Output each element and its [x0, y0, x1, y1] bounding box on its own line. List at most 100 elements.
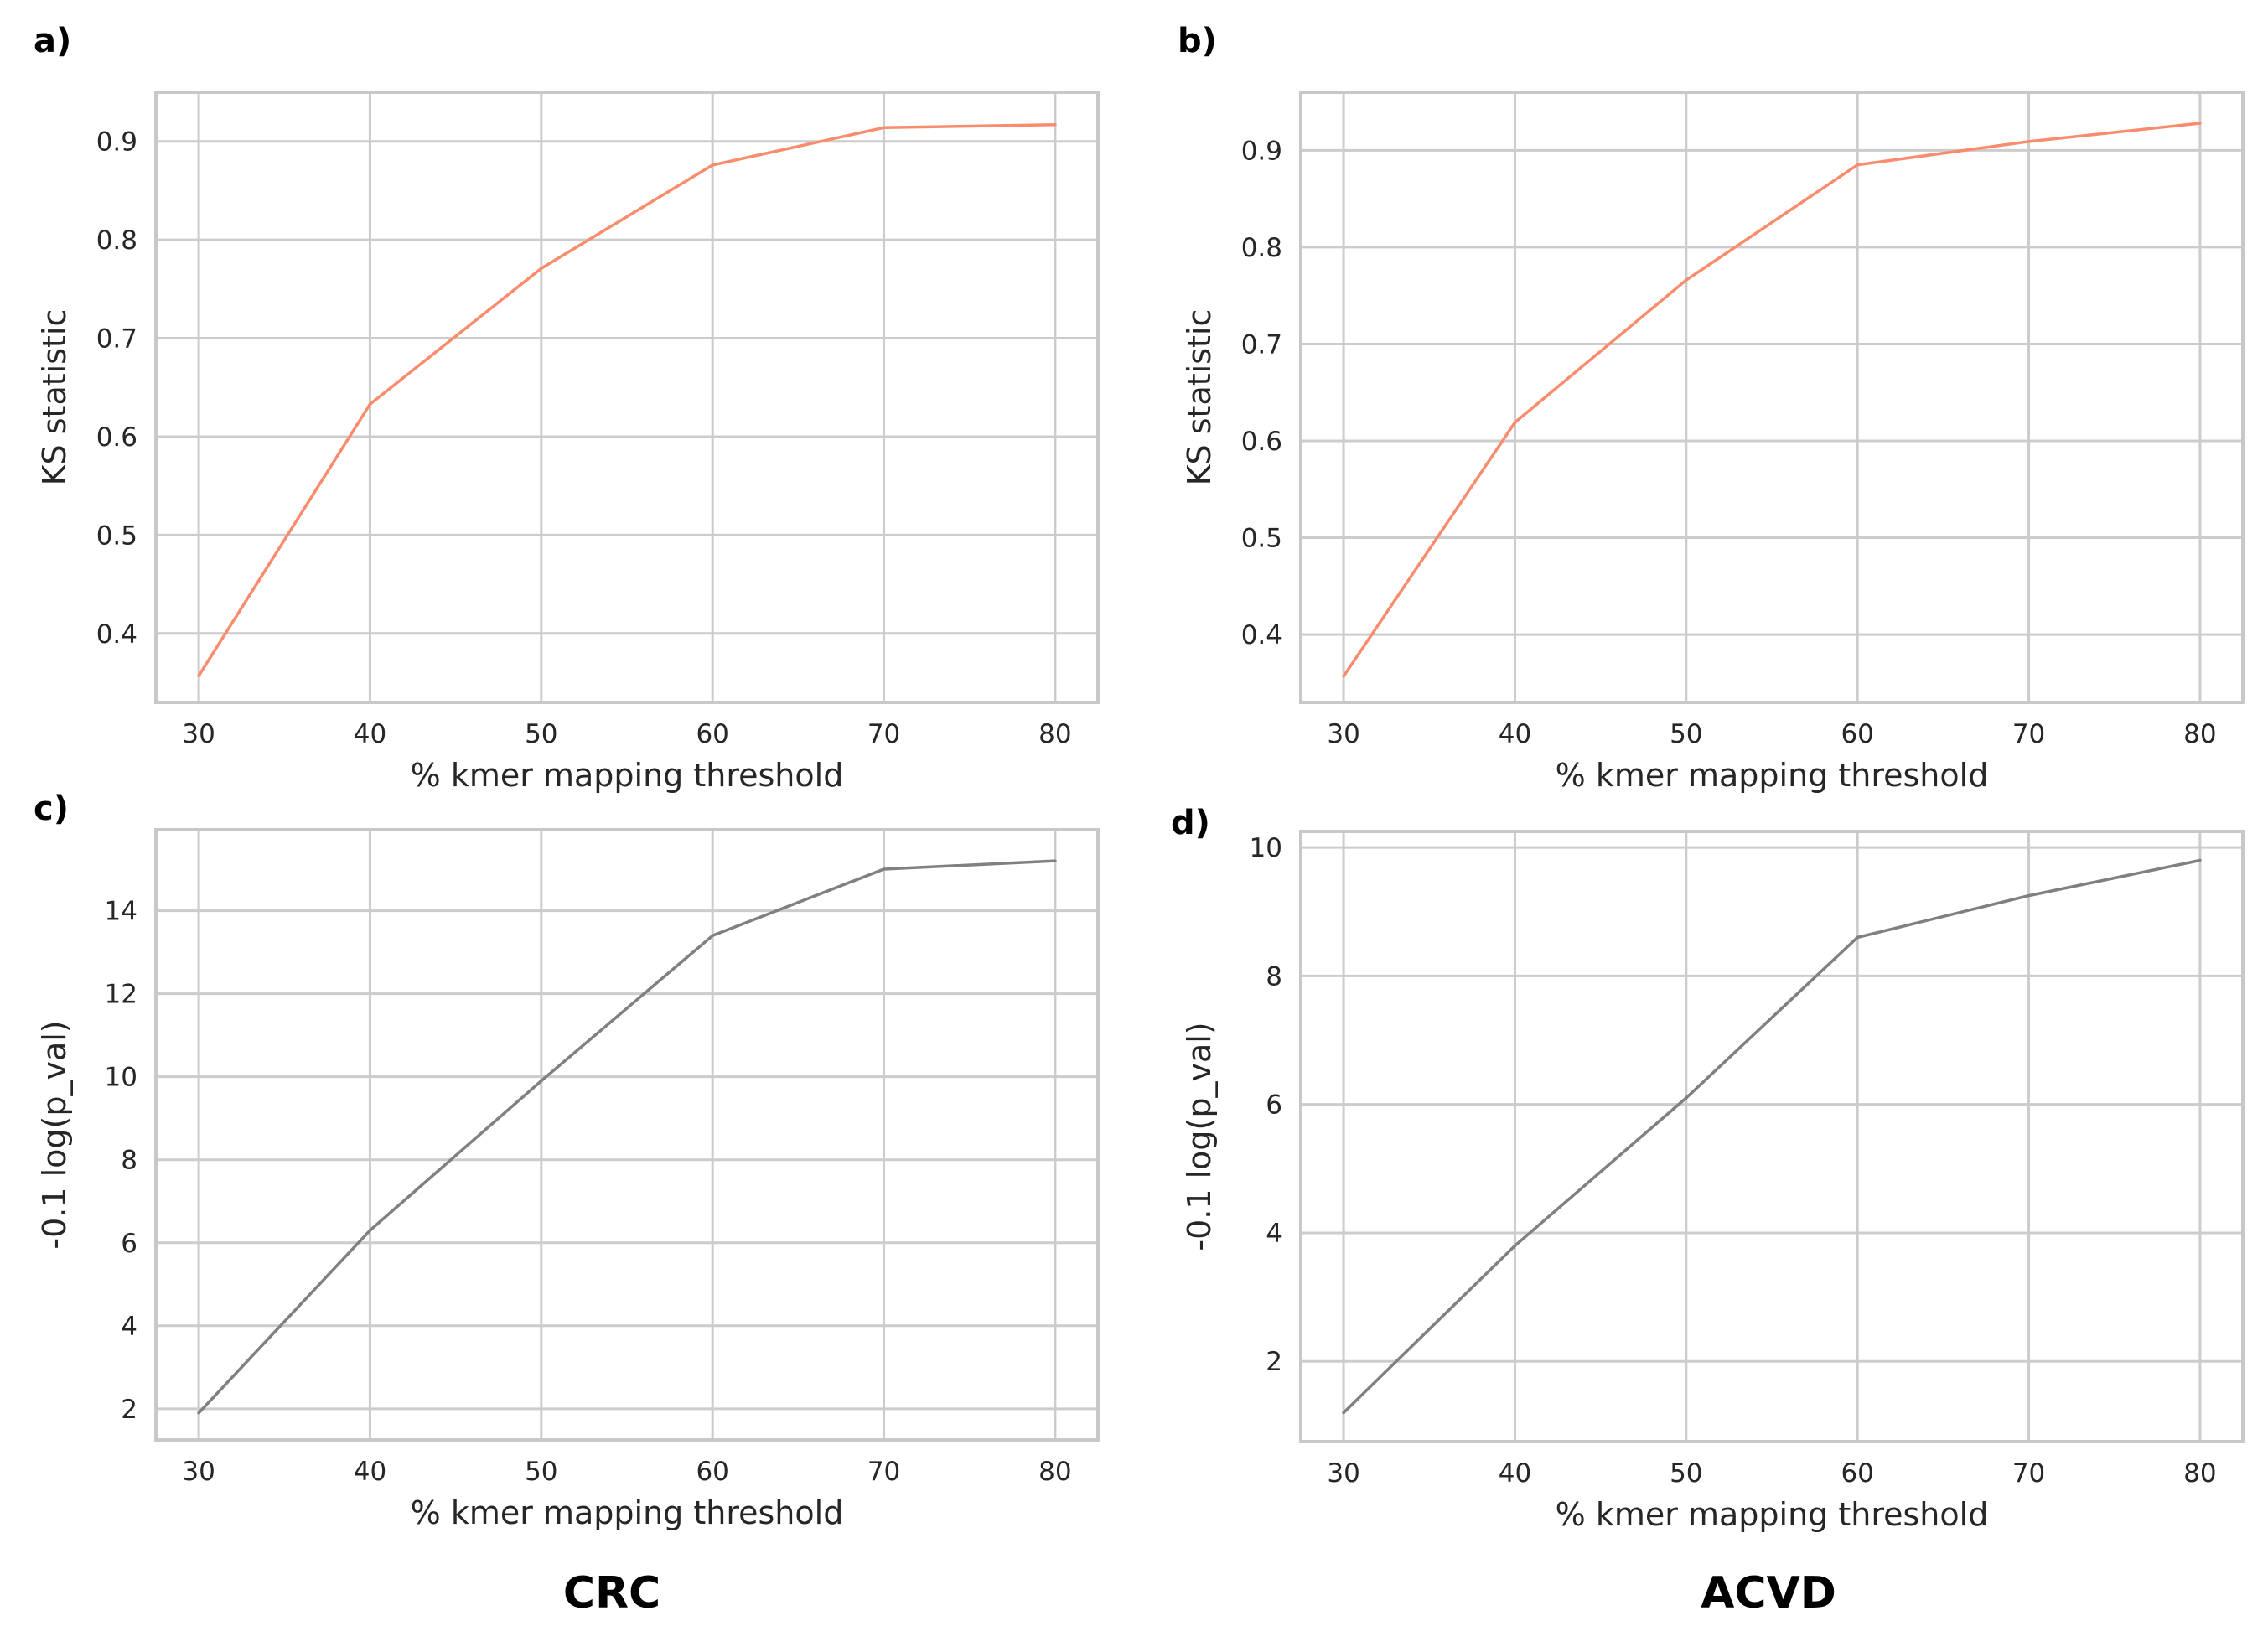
- y-axis-label: -0.1 log(p_val): [1181, 1022, 1218, 1251]
- x-tick-label: 30: [1327, 719, 1359, 749]
- panel-a: 30 40 50 60 70 80 0.4 0.5 0.6 0.7 0.8 0.9 % kmer map…: [34, 22, 1100, 794]
- x-tick-label: 70: [2012, 1458, 2045, 1489]
- x-axis-label: % kmer mapping threshold: [1556, 757, 1989, 794]
- data-point: [2027, 893, 2031, 898]
- data-point: [1342, 675, 1345, 678]
- x-tick-label: 30: [182, 719, 215, 749]
- y-tick-label: 2: [1266, 1347, 1282, 1377]
- data-point: [882, 867, 886, 871]
- x-tick-label: 60: [696, 1457, 728, 1487]
- plot-area: [1301, 831, 2243, 1442]
- series-line-d: [1342, 858, 2201, 1414]
- x-axis-label: % kmer mapping threshold: [411, 757, 844, 794]
- x-tick-label: 50: [1670, 719, 1702, 749]
- x-tick-label: 80: [1038, 719, 1071, 749]
- data-point: [1054, 122, 1057, 127]
- plot-frame: [1299, 91, 2245, 704]
- y-tick-label: 10: [1250, 833, 1282, 863]
- y-tick-label: 2: [121, 1395, 137, 1425]
- y-tick-label: 0.4: [96, 619, 137, 650]
- panel-label: b): [1178, 22, 1217, 60]
- y-axis-label: KS statistic: [36, 309, 73, 486]
- x-tick-label: 50: [525, 719, 557, 749]
- panel-c: 30 40 50 60 70 80 2 4 6 8 10 12 14 % kmer mapping thr…: [34, 790, 1100, 1531]
- data-point: [540, 267, 543, 270]
- plot-area: [1301, 92, 2243, 702]
- x-tick-label: 50: [525, 1457, 557, 1487]
- data-point: [1685, 1096, 1688, 1100]
- y-tick-label: 8: [121, 1146, 137, 1176]
- data-point: [1513, 421, 1517, 424]
- data-point: [197, 674, 200, 678]
- data-point: [1856, 163, 1859, 167]
- caption-crc: CRC: [563, 1568, 660, 1618]
- y-tick-label: 0.8: [1241, 233, 1282, 263]
- data-point: [882, 126, 886, 130]
- x-tick-label: 80: [1038, 1457, 1071, 1487]
- y-tick-label: 4: [1266, 1219, 1282, 1249]
- y-tick-label: 0.9: [96, 127, 137, 158]
- data-point: [368, 1229, 372, 1232]
- y-axis-label: -0.1 log(p_val): [36, 1020, 73, 1249]
- plot-frame: [154, 91, 1100, 704]
- plot-frame: [1299, 830, 2245, 1443]
- y-tick-label: 6: [121, 1229, 137, 1259]
- plot-area: [156, 92, 1098, 702]
- series-line-a: [197, 122, 1055, 677]
- data-point: [2198, 122, 2202, 125]
- x-tick-label: 60: [1841, 719, 1873, 749]
- x-tick-label: 50: [1670, 1458, 1702, 1489]
- y-tick-label: 0.9: [1241, 136, 1282, 166]
- y-axis-label: KS statistic: [1181, 309, 1218, 486]
- data-point: [1054, 859, 1057, 862]
- plot-area: [156, 830, 1098, 1440]
- y-tick-label: 0.7: [1241, 329, 1282, 360]
- x-tick-label: 30: [1327, 1458, 1359, 1489]
- series-line-c: [197, 859, 1055, 1414]
- y-tick-label: 6: [1266, 1090, 1282, 1121]
- x-tick-label: 40: [1499, 1458, 1531, 1489]
- data-point: [1685, 278, 1688, 282]
- plot-frame: [154, 828, 1100, 1442]
- data-point: [1856, 935, 1859, 940]
- data-point: [711, 163, 714, 167]
- data-point: [540, 1079, 543, 1083]
- x-tick-label: 40: [1499, 719, 1531, 749]
- panel-d: 30 40 50 60 70 80 2 4 6 8 10 % kmer mapping thresho…: [1171, 804, 2245, 1533]
- panel-label: a): [34, 22, 71, 60]
- y-tick-label: 14: [105, 897, 137, 927]
- x-tick-label: 40: [354, 1457, 386, 1487]
- y-tick-label: 0.7: [96, 324, 137, 355]
- data-point: [197, 1411, 200, 1415]
- y-tick-label: 0.5: [96, 520, 137, 551]
- data-point: [2198, 858, 2202, 862]
- y-tick-label: 10: [105, 1063, 137, 1093]
- y-tick-label: 0.6: [96, 422, 137, 453]
- y-tick-label: 0.5: [1241, 524, 1282, 554]
- y-tick-label: 0.4: [1241, 620, 1282, 650]
- data-point: [1513, 1244, 1517, 1248]
- x-tick-label: 30: [182, 1457, 215, 1487]
- data-point: [368, 402, 372, 406]
- panel-label: d): [1171, 804, 1210, 842]
- caption-acvd: ACVD: [1701, 1568, 1836, 1618]
- data-point: [1342, 1411, 1345, 1415]
- x-tick-label: 80: [2183, 719, 2216, 749]
- x-tick-label: 70: [867, 719, 900, 749]
- x-tick-label: 60: [696, 719, 728, 749]
- y-tick-label: 4: [121, 1312, 137, 1342]
- y-tick-label: 8: [1266, 961, 1282, 992]
- y-tick-label: 0.8: [96, 225, 137, 256]
- panel-b: 30 40 50 60 70 80 0.4 0.5 0.6 0.7 0.8 0.9 % kmer map…: [1178, 22, 2245, 794]
- series-line-b: [1342, 122, 2201, 677]
- x-axis-label: % kmer mapping threshold: [1556, 1496, 1989, 1533]
- x-axis-label: % kmer mapping threshold: [411, 1494, 844, 1531]
- x-tick-label: 70: [867, 1457, 900, 1487]
- panel-label: c): [34, 790, 69, 828]
- x-tick-label: 40: [354, 719, 386, 749]
- data-point: [711, 934, 714, 938]
- x-tick-label: 80: [2183, 1458, 2216, 1489]
- y-tick-label: 0.6: [1241, 427, 1282, 457]
- data-point: [2027, 140, 2031, 143]
